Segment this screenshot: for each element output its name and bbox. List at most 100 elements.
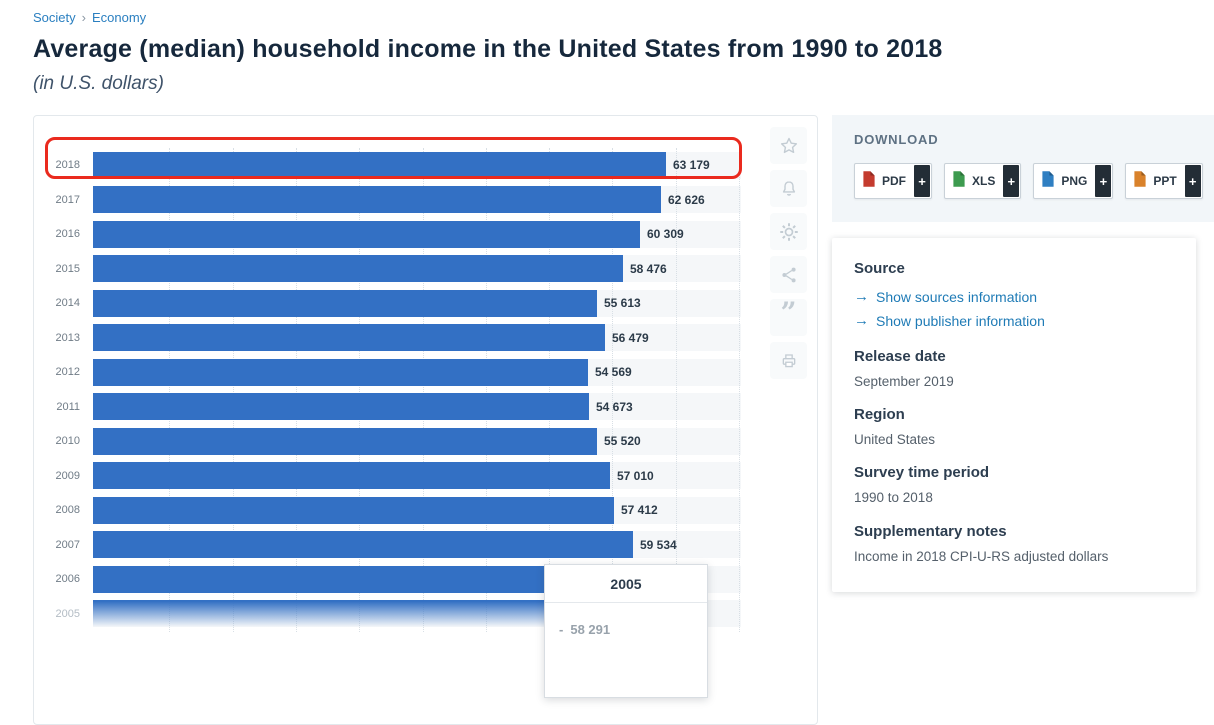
bar-value-label-2015: 58 476 — [630, 261, 667, 276]
bar-value-label-2012: 54 569 — [595, 365, 632, 380]
download-pdf-main: PDF — [855, 164, 913, 198]
chart-bar-2013[interactable] — [93, 324, 605, 352]
cite-button[interactable]: ” — [770, 295, 807, 336]
chart-bar-2018[interactable] — [93, 151, 666, 179]
supplementary-notes-section: Supplementary notes Income in 2018 CPI-U… — [854, 523, 1176, 566]
chart-row-2011: 2011 54 673 — [34, 390, 817, 425]
show-sources-label: Show sources information — [876, 289, 1038, 305]
region-section: Region United States — [854, 406, 1176, 449]
page-subtitle: (in U.S. dollars) — [33, 73, 164, 94]
pdf-file-icon — [862, 170, 876, 192]
share-button[interactable] — [770, 256, 807, 293]
release-date-heading: Release date — [854, 348, 946, 365]
axis-label-year-2014: 2014 — [55, 297, 80, 310]
axis-label-year-2018: 2018 — [55, 159, 80, 172]
download-xls-plus-button[interactable]: + — [1003, 165, 1020, 197]
breadcrumb: Society › Economy — [33, 10, 1214, 25]
axis-label-year-2012: 2012 — [55, 366, 80, 379]
download-xls-label: XLS — [972, 174, 996, 188]
chart-row-2005: 2005 — [34, 597, 817, 632]
settings-button[interactable] — [770, 213, 807, 250]
source-info-card: Source → Show sources information → Show… — [832, 238, 1196, 592]
breadcrumb-link-economy[interactable]: Economy — [91, 10, 147, 25]
bar-value-label-2013: 56 479 — [612, 330, 649, 345]
download-pdf-plus-button[interactable]: + — [914, 165, 930, 197]
download-ppt-label: PPT — [1153, 174, 1177, 188]
chart-row-2018: 2018 63 179 — [34, 148, 817, 183]
alert-button[interactable] — [770, 170, 807, 207]
chart-bar-2008[interactable] — [93, 496, 614, 524]
release-date-value: September 2019 — [854, 374, 954, 389]
quote-icon: ” — [780, 295, 797, 329]
bar-row-plot: 57 412 — [93, 496, 741, 524]
chart-bar-2005[interactable] — [93, 600, 622, 628]
favorite-button[interactable] — [770, 127, 807, 164]
download-ppt-plus-button[interactable]: + — [1184, 165, 1201, 197]
gear-icon — [779, 222, 799, 242]
bar-row-plot: 60 309 — [93, 220, 741, 248]
bar-value-label-2011: 54 673 — [596, 399, 633, 414]
chart-bar-2006[interactable] — [93, 565, 551, 593]
chart-bar-2009[interactable] — [93, 462, 610, 490]
bar-row-plot: 56 479 — [93, 324, 741, 352]
chart-bar-2007[interactable] — [93, 531, 633, 559]
chart-bar-2010[interactable] — [93, 427, 597, 455]
download-buttons: PDF + XLS + — [854, 163, 1203, 199]
download-png-plus-button[interactable]: + — [1095, 165, 1112, 197]
chart-bar-2011[interactable] — [93, 393, 589, 421]
axis-label-year-2011: 2011 — [56, 400, 80, 413]
chart-row-2013: 2013 56 479 — [34, 321, 817, 356]
tooltip-value-row: -58 291 — [545, 603, 707, 637]
chart-row-2008: 2008 57 412 — [34, 493, 817, 528]
axis-label-year-2010: 2010 — [55, 435, 80, 448]
axis-label-year-2008: 2008 — [55, 504, 80, 517]
download-xls-button[interactable]: XLS + — [944, 163, 1022, 199]
show-publisher-link[interactable]: → Show publisher information — [854, 309, 1176, 333]
download-pdf-label: PDF — [882, 174, 906, 188]
bar-row-plot: 55 613 — [93, 289, 741, 317]
page-title: Average (median) household income in the… — [33, 35, 943, 63]
download-pdf-button[interactable]: PDF + — [854, 163, 932, 199]
chart-row-2017: 2017 62 626 — [34, 183, 817, 218]
chart-card: 2018 63 179 2017 62 626 2016 60 309 2015 58 476… — [33, 115, 818, 725]
chart-bar-2012[interactable] — [93, 358, 588, 386]
chart-row-2016: 2016 60 309 — [34, 217, 817, 252]
breadcrumb-link-society[interactable]: Society — [33, 10, 76, 25]
survey-period-heading: Survey time period — [854, 464, 990, 482]
bar-value-label-2010: 55 520 — [604, 434, 641, 449]
bar-row-plot: 57 010 — [93, 462, 741, 490]
download-panel: DOWNLOAD PDF + — [832, 115, 1214, 222]
bar-chart: 2018 63 179 2017 62 626 2016 60 309 2015 58 476… — [34, 116, 817, 631]
chart-row-2010: 2010 55 520 — [34, 424, 817, 459]
chart-toolbar: ” — [770, 127, 807, 379]
print-icon — [779, 351, 799, 371]
source-heading: Source — [854, 260, 905, 277]
bar-value-label-2018: 63 179 — [673, 158, 710, 173]
axis-label-year-2009: 2009 — [55, 469, 80, 482]
download-xls-main: XLS — [945, 164, 1002, 198]
chart-bar-2014[interactable] — [93, 289, 597, 317]
tooltip-value: 58 291 — [570, 622, 611, 637]
survey-period-section: Survey time period 1990 to 2018 — [854, 464, 1176, 507]
bar-row-plot: 62 626 — [93, 186, 741, 214]
right-column: DOWNLOAD PDF + — [832, 115, 1214, 592]
chart-bar-2017[interactable] — [93, 186, 661, 214]
show-sources-link[interactable]: → Show sources information — [854, 285, 1176, 309]
chart-bar-2015[interactable] — [93, 255, 623, 283]
bar-row-plot — [93, 600, 741, 628]
download-png-button[interactable]: PNG + — [1033, 163, 1114, 199]
print-button[interactable] — [770, 342, 807, 379]
bar-value-label-2017: 62 626 — [668, 192, 705, 207]
arrow-right-icon: → — [854, 288, 869, 305]
axis-label-year-2007: 2007 — [55, 538, 80, 551]
chart-row-2014: 2014 55 613 — [34, 286, 817, 321]
supplementary-notes-heading: Supplementary notes — [854, 522, 1007, 540]
bar-row-plot: 63 179 — [93, 151, 741, 179]
region-value: United States — [854, 432, 936, 448]
download-ppt-button[interactable]: PPT + — [1125, 163, 1203, 199]
chart-bar-2016[interactable] — [93, 220, 640, 248]
download-png-label: PNG — [1061, 174, 1088, 188]
share-icon — [779, 265, 799, 285]
breadcrumb-separator: › — [81, 10, 86, 25]
